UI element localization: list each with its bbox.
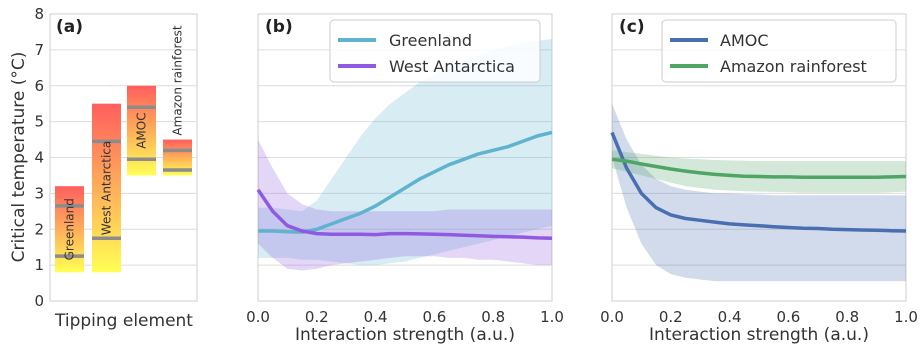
panel-b-uncertainty-bands: [258, 39, 552, 271]
y-tick-label: 1: [34, 256, 44, 274]
x-tick-label: 0.2: [305, 308, 329, 326]
line-amoc: [610, 131, 907, 233]
x-tick-label: 0.8: [481, 308, 505, 326]
legend-label-west-antarctica: West Antarctica: [389, 57, 515, 76]
panel-c-legend: AMOC Amazon rainforest: [661, 19, 897, 83]
panel-c: 0.0 0.2 0.4 0.6 0.8 1.0 (c) Interaction stren…: [600, 13, 918, 345]
bar-west-antarctica: [92, 103, 121, 273]
line-amazon-rainforest: [611, 157, 907, 179]
bar-greenland: [55, 186, 84, 273]
panel-a: 0 1 2 3 4 5 6 7 8 Greenland West Antarctica AMOC Am…: [9, 5, 198, 331]
panel-c-uncertainty-bands: [612, 103, 906, 282]
band-greenland: [258, 39, 552, 266]
panel-a-x-axis-label: Tipping element: [54, 311, 193, 331]
panel-c-legend-box: [661, 19, 897, 83]
y-tick-label: 4: [34, 149, 44, 167]
x-tick-label: 0.4: [718, 308, 742, 326]
panel-c-label: (c): [619, 17, 645, 37]
band-amoc: [612, 103, 906, 282]
panel-a-y-ticks: 0 1 2 3 4 5 6 7 8: [34, 5, 44, 310]
panel-b-x-axis-label: Interaction strength (a.u.): [295, 325, 515, 345]
panel-a-bars: Greenland West Antarctica AMOC Amazon rainf…: [55, 25, 192, 273]
bar-label-west-antarctica: West Antarctica: [100, 141, 114, 235]
panel-b-x-ticks: 0.0 0.2 0.4 0.6 0.8 1.0: [246, 308, 564, 326]
x-tick-label: 0.2: [659, 308, 683, 326]
bar-label-greenland: Greenland: [63, 198, 77, 260]
y-tick-label: 8: [34, 5, 44, 23]
x-tick-label: 0.6: [776, 308, 800, 326]
panel-c-x-ticks: 0.0 0.2 0.4 0.6 0.8 1.0: [600, 308, 918, 326]
panel-c-lines: [610, 131, 907, 233]
x-tick-label: 1.0: [540, 308, 564, 326]
y-tick-label: 2: [34, 220, 44, 238]
y-tick-label: 6: [34, 77, 44, 95]
legend-label-amoc: AMOC: [720, 31, 769, 50]
x-tick-label: 0.8: [835, 308, 859, 326]
panel-b-lines: [256, 130, 553, 240]
panel-b-legend: Greenland West Antarctica: [329, 19, 541, 83]
panel-b-legend-box: [329, 19, 541, 83]
panel-c-x-axis-label: Interaction strength (a.u.): [649, 325, 869, 345]
panel-b-label: (b): [265, 17, 293, 37]
band-amazon-rainforest: [612, 150, 906, 193]
panel-b: 0.0 0.2 0.4 0.6 0.8 1.0 (b) Interaction stren…: [246, 13, 564, 345]
y-tick-label: 0: [34, 292, 44, 310]
bar-label-amoc: AMOC: [135, 112, 149, 148]
panel-a-label: (a): [56, 17, 83, 37]
y-tick-label: 7: [34, 41, 44, 59]
x-tick-label: 1.0: [894, 308, 918, 326]
band-west-antarctica: [258, 139, 552, 271]
x-tick-label: 0.0: [246, 308, 270, 326]
y-tick-label: 3: [34, 184, 44, 202]
x-tick-label: 0.4: [364, 308, 388, 326]
legend-label-amazon-rainforest: Amazon rainforest: [720, 57, 867, 76]
panel-a-y-axis-label: Critical temperature (°C): [9, 52, 29, 263]
x-tick-label: 0.0: [600, 308, 624, 326]
y-tick-label: 5: [34, 113, 44, 131]
bar-label-amazon-rainforest: Amazon rainforest: [171, 25, 185, 135]
x-tick-label: 0.6: [422, 308, 446, 326]
line-west-antarctica: [256, 188, 553, 240]
legend-label-greenland: Greenland: [389, 31, 472, 50]
